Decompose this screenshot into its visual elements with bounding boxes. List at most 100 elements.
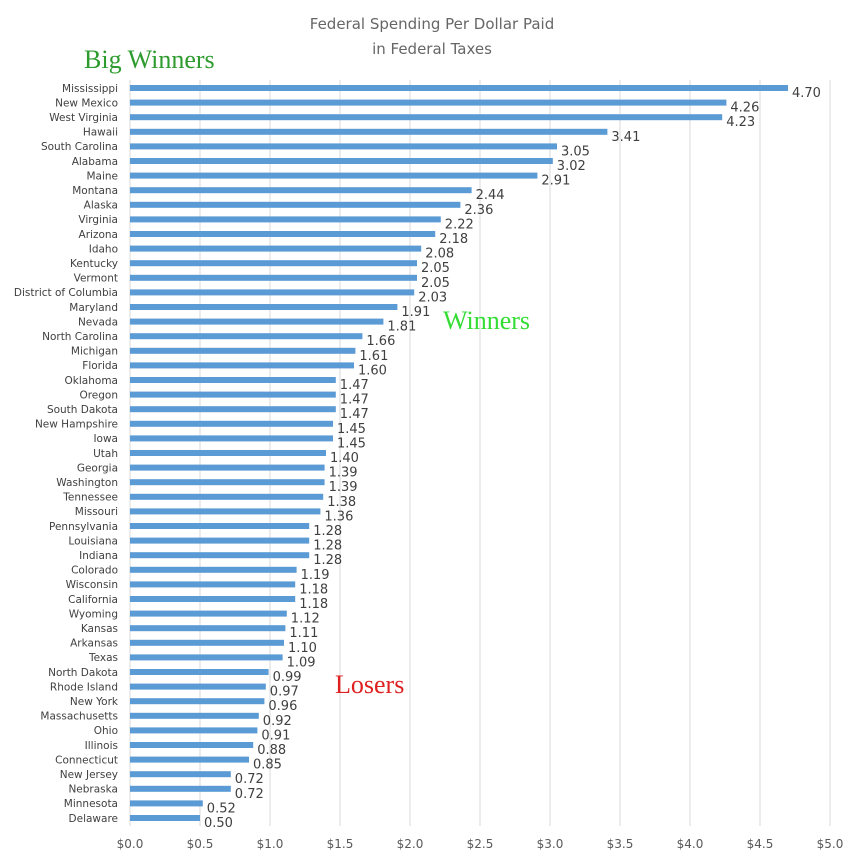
bar — [130, 756, 249, 763]
category-label: Mississippi — [62, 83, 118, 95]
bar — [130, 158, 553, 164]
bar — [130, 742, 254, 748]
bar — [130, 318, 384, 325]
category-label: New York — [70, 696, 119, 708]
category-label: Wisconsin — [66, 579, 118, 591]
bar — [130, 698, 265, 705]
category-label: District of Columbia — [14, 287, 118, 299]
bars — [130, 85, 788, 821]
annotation-winners: Winners — [443, 306, 530, 335]
bar — [130, 800, 203, 807]
category-label: Maryland — [69, 302, 118, 314]
value-label: 0.88 — [257, 743, 286, 758]
category-label: Louisiana — [68, 535, 118, 547]
bar — [130, 537, 310, 544]
x-tick-label: $0.0 — [117, 837, 144, 851]
value-label: 1.28 — [313, 539, 342, 554]
value-label: 0.97 — [270, 685, 299, 700]
category-label: Rhode Island — [50, 681, 118, 693]
category-label: Tennessee — [62, 492, 118, 504]
category-label: North Carolina — [42, 331, 118, 343]
category-label: Wyoming — [69, 608, 118, 620]
bar — [130, 523, 310, 529]
bar — [130, 216, 441, 223]
category-label: Vermont — [74, 273, 118, 285]
value-label: 1.47 — [340, 378, 369, 393]
category-label: Delaware — [69, 813, 118, 825]
value-label: 1.11 — [289, 626, 318, 641]
bar — [130, 785, 231, 792]
value-label: 1.28 — [313, 524, 342, 539]
value-label: 1.18 — [299, 582, 328, 597]
bar — [130, 187, 472, 194]
x-tick-label: $2.5 — [467, 837, 494, 851]
value-label: 1.36 — [324, 509, 353, 524]
chart-subtitle: in Federal Taxes — [372, 40, 492, 58]
value-label: 1.45 — [337, 422, 366, 437]
bar — [130, 450, 326, 456]
category-label: Texas — [88, 652, 118, 664]
x-tick-label: $0.5 — [187, 837, 214, 851]
value-label: 2.18 — [439, 232, 468, 247]
category-label: Iowa — [93, 433, 118, 445]
category-label: Indiana — [79, 550, 118, 562]
bar — [130, 435, 333, 442]
value-label: 1.45 — [337, 436, 366, 451]
bar — [130, 377, 336, 383]
bar — [130, 552, 310, 559]
value-label: 4.26 — [730, 101, 759, 116]
value-label: 1.40 — [330, 451, 359, 466]
category-label: New Hampshire — [35, 419, 118, 431]
chart-title: Federal Spending Per Dollar Paid — [310, 15, 554, 33]
bar — [130, 231, 436, 237]
category-label: South Carolina — [41, 141, 118, 153]
x-tick-label: $1.5 — [327, 837, 354, 851]
category-label: New Jersey — [60, 769, 118, 781]
value-label: 1.39 — [329, 480, 358, 495]
category-label: New Mexico — [55, 97, 118, 109]
value-label: 4.23 — [726, 115, 755, 130]
bar — [130, 304, 398, 310]
bar — [130, 362, 354, 369]
value-label: 2.08 — [425, 247, 454, 262]
value-label: 0.96 — [268, 699, 297, 714]
value-label: 1.28 — [313, 553, 342, 568]
value-label: 1.12 — [291, 612, 320, 627]
value-label: 2.05 — [421, 276, 450, 291]
value-label: 1.10 — [288, 641, 317, 656]
x-tick-label: $5.0 — [817, 837, 844, 851]
annotation-losers: Losers — [335, 670, 404, 699]
category-label: Idaho — [89, 243, 118, 255]
value-label: 2.03 — [418, 290, 447, 305]
category-label: Montana — [72, 185, 118, 197]
category-label: Virginia — [78, 214, 118, 226]
value-label: 0.72 — [235, 787, 264, 802]
bar — [130, 727, 258, 734]
value-labels: 4.70 4.264.23 3.41 3.053.022.91 2.442.362.22… — [204, 86, 821, 831]
value-label: 0.99 — [273, 670, 302, 685]
category-label: Florida — [82, 360, 118, 372]
bar — [130, 566, 297, 573]
bar — [130, 172, 538, 179]
value-label: 1.66 — [366, 334, 395, 349]
bar — [130, 128, 608, 135]
x-tick-label: $4.0 — [677, 837, 704, 851]
value-label: 0.91 — [261, 728, 290, 743]
value-label: 2.36 — [464, 203, 493, 218]
value-label: 1.47 — [340, 407, 369, 422]
value-label: 1.38 — [327, 495, 356, 510]
category-label: Missouri — [75, 506, 118, 518]
bar — [130, 610, 287, 617]
value-label: 2.05 — [421, 261, 450, 276]
category-label: Arkansas — [70, 638, 118, 650]
value-label: 0.72 — [235, 772, 264, 787]
category-label: Hawaii — [83, 127, 118, 139]
value-label: 2.22 — [445, 217, 474, 232]
bar — [130, 596, 296, 602]
value-label: 0.85 — [253, 758, 282, 773]
bar — [130, 464, 325, 471]
category-label: California — [68, 594, 118, 606]
category-label: West Virginia — [49, 112, 118, 124]
category-label: Massachusetts — [40, 711, 118, 723]
